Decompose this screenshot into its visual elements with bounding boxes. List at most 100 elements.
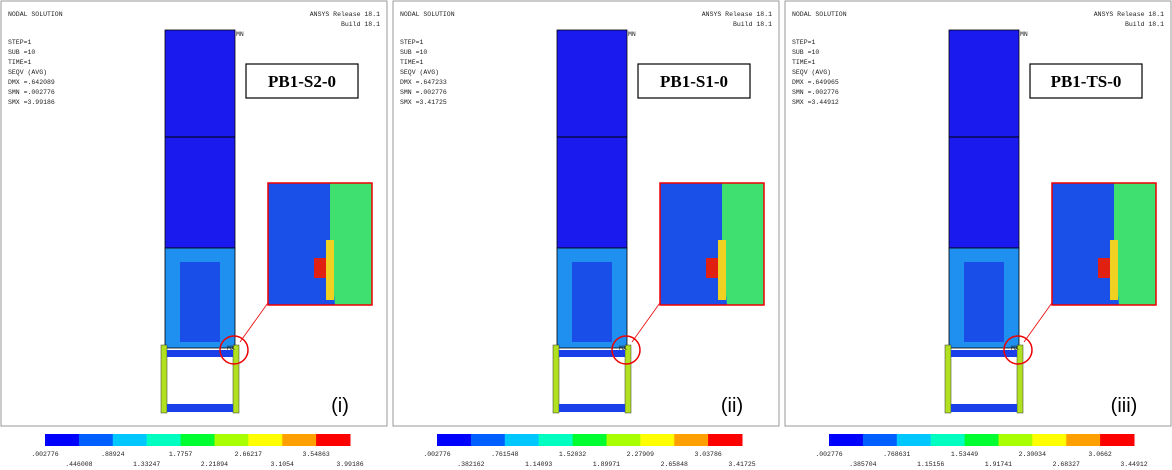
color-band xyxy=(214,434,248,446)
column-core xyxy=(964,262,1004,342)
header: NODAL SOLUTION xyxy=(8,11,63,18)
info-line: TIME=1 xyxy=(792,59,816,66)
inset-green xyxy=(722,183,764,305)
scale-label: 1.33247 xyxy=(133,461,160,468)
info-line: SMX =3.41725 xyxy=(400,99,447,106)
mx-marker: MX xyxy=(227,345,235,352)
scale-label: .88924 xyxy=(101,451,125,458)
scale-label: .002776 xyxy=(423,451,450,458)
build: Build 18.1 xyxy=(733,21,772,28)
mn-marker: MN xyxy=(628,31,636,38)
scale-label: 3.44912 xyxy=(1120,461,1147,468)
panel-tag: (ii) xyxy=(721,395,743,417)
scale-label: .002776 xyxy=(31,451,58,458)
color-band xyxy=(1066,434,1100,446)
scale-label: 3.0662 xyxy=(1088,451,1112,458)
header: NODAL SOLUTION xyxy=(792,11,847,18)
info-line: TIME=1 xyxy=(8,59,32,66)
info-line: STEP=1 xyxy=(792,39,816,46)
mx-marker: MX xyxy=(1011,345,1019,352)
color-band xyxy=(606,434,640,446)
info-line: STEP=1 xyxy=(8,39,32,46)
info-line: SEQV (AVG) xyxy=(792,69,831,76)
release: ANSYS Release 18.1 xyxy=(1094,11,1164,18)
case-label: PB1-S2-0 xyxy=(268,72,336,91)
leg-left xyxy=(161,345,167,413)
case-label: PB1-TS-0 xyxy=(1051,72,1122,91)
scale-label: 1.7757 xyxy=(169,451,193,458)
release: ANSYS Release 18.1 xyxy=(702,11,772,18)
scale-label: .385704 xyxy=(849,461,876,468)
scale-label: .761548 xyxy=(491,451,518,458)
info-line: SUB =10 xyxy=(400,49,427,56)
scale-label: 2.30034 xyxy=(1019,451,1046,458)
ring xyxy=(559,404,625,412)
leg-left xyxy=(945,345,951,413)
color-band xyxy=(437,434,471,446)
build: Build 18.1 xyxy=(1125,21,1164,28)
color-band xyxy=(248,434,282,446)
color-band xyxy=(897,434,931,446)
color-band xyxy=(931,434,965,446)
scale-label: 1.52032 xyxy=(559,451,586,458)
color-band xyxy=(282,434,316,446)
info-line: SUB =10 xyxy=(8,49,35,56)
scale-label: 1.91741 xyxy=(985,461,1012,468)
info-line: SMN =.002776 xyxy=(400,89,447,96)
ring xyxy=(167,350,233,357)
color-band xyxy=(863,434,897,446)
color-band xyxy=(998,434,1032,446)
release: ANSYS Release 18.1 xyxy=(310,11,380,18)
result-panel: NODAL SOLUTIONSTEP=1SUB =10TIME=1SEQV (A… xyxy=(392,0,780,470)
panel-tag: (i) xyxy=(331,395,349,417)
scale-label: 2.65848 xyxy=(661,461,688,468)
inset-green xyxy=(1114,183,1156,305)
scale-label: .446008 xyxy=(65,461,92,468)
color-band xyxy=(113,434,147,446)
scale-label: 3.99186 xyxy=(336,461,363,468)
inset-hot xyxy=(1098,258,1110,278)
scale-label: 2.68327 xyxy=(1053,461,1080,468)
scale-label: .768631 xyxy=(883,451,910,458)
info-line: SEQV (AVG) xyxy=(400,69,439,76)
mn-marker: MN xyxy=(236,31,244,38)
leg-right xyxy=(1017,345,1023,413)
scale-label: 3.41725 xyxy=(728,461,755,468)
scale-label: .002776 xyxy=(815,451,842,458)
inset-warm xyxy=(718,240,726,300)
info-line: SMX =3.44912 xyxy=(792,99,839,106)
inset-warm xyxy=(1110,240,1118,300)
case-label: PB1-S1-0 xyxy=(660,72,728,91)
info-line: SMX =3.99186 xyxy=(8,99,55,106)
scale-label: 3.1054 xyxy=(271,461,295,468)
figure: NODAL SOLUTION STEP=1 SUB =10 TIME=1 SEQV (A… xyxy=(0,0,1172,470)
inset-green xyxy=(330,183,372,305)
color-band xyxy=(1032,434,1066,446)
scale-label: 2.27909 xyxy=(627,451,654,458)
inset-warm xyxy=(326,240,334,300)
scale-label: 1.14093 xyxy=(525,461,552,468)
scale-label: 1.89971 xyxy=(593,461,620,468)
column-upper xyxy=(557,30,627,248)
color-band xyxy=(45,434,79,446)
info-line: DMX =.642089 xyxy=(8,79,55,86)
ring xyxy=(951,350,1017,357)
column-upper xyxy=(165,30,235,248)
inset-hot xyxy=(314,258,326,278)
scale-label: 1.15156 xyxy=(917,461,944,468)
color-band xyxy=(829,434,863,446)
color-band xyxy=(1100,434,1134,446)
ring xyxy=(167,404,233,412)
color-band xyxy=(471,434,505,446)
scale-label: .382162 xyxy=(457,461,484,468)
color-band xyxy=(79,434,113,446)
mn-marker: MN xyxy=(1020,31,1028,38)
scale-label: 1.53449 xyxy=(951,451,978,458)
panel-tag: (iii) xyxy=(1111,395,1138,417)
color-band xyxy=(505,434,539,446)
info-line: SMN =.002776 xyxy=(792,89,839,96)
column-core xyxy=(572,262,612,342)
ring xyxy=(951,404,1017,412)
